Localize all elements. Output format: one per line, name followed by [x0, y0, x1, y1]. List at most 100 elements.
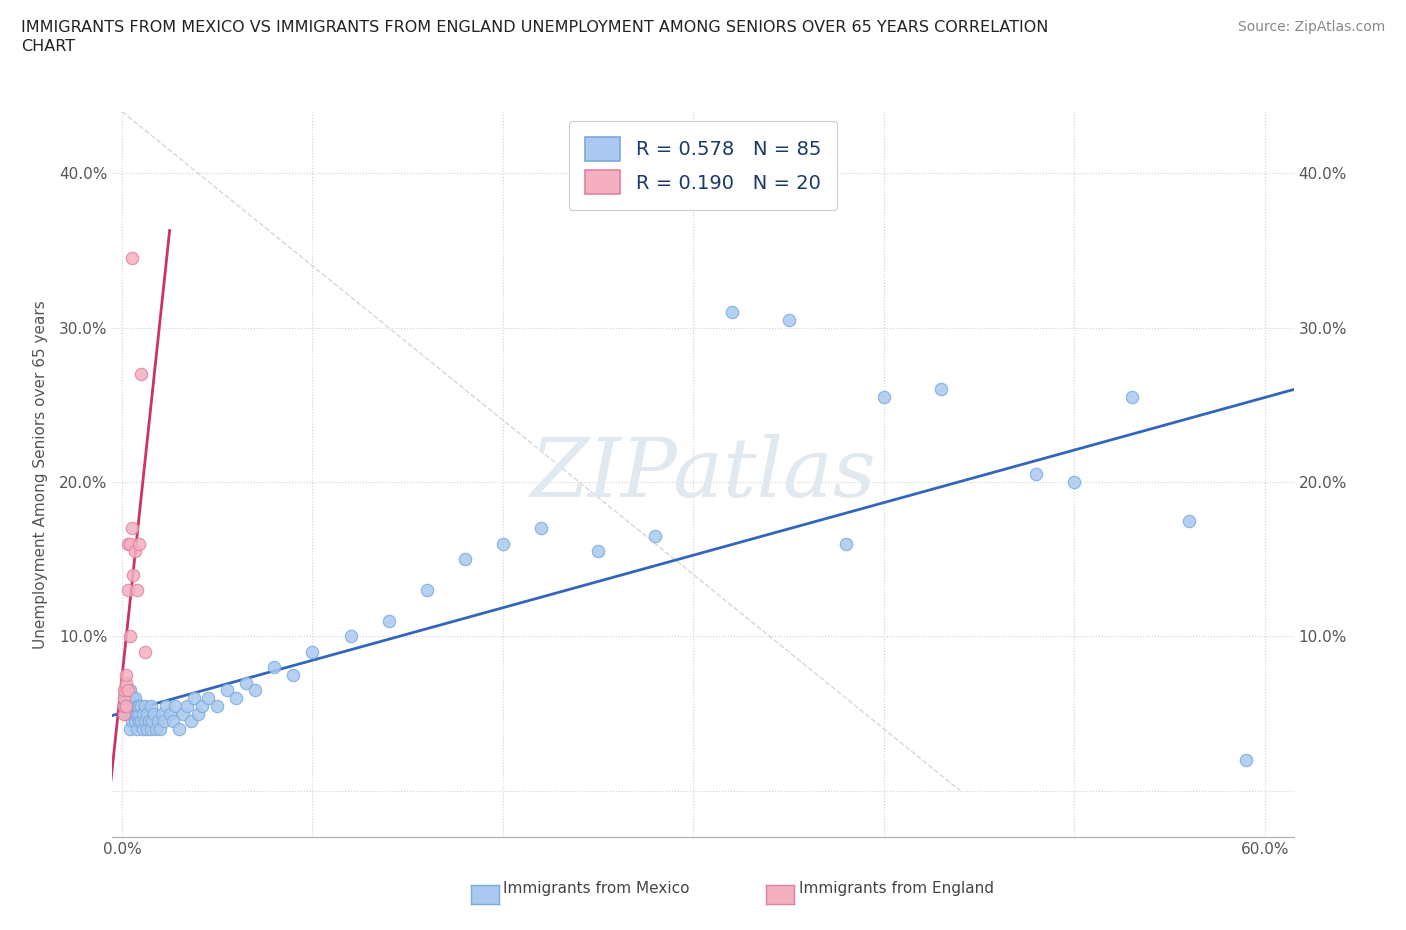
Point	[454, 551, 477, 566]
Point	[1121, 390, 1143, 405]
Point	[114, 675, 136, 690]
Point	[112, 691, 135, 706]
Point	[176, 698, 198, 713]
Point	[778, 312, 800, 327]
Point	[122, 691, 145, 706]
Point	[117, 683, 139, 698]
Point	[128, 706, 150, 721]
Legend: R = 0.578   N = 85, R = 0.190   N = 20: R = 0.578 N = 85, R = 0.190 N = 20	[569, 121, 837, 209]
Point	[117, 582, 139, 597]
Point	[117, 691, 139, 706]
Point	[117, 706, 139, 721]
Point	[129, 714, 152, 729]
Point	[121, 714, 143, 729]
Point	[141, 714, 163, 729]
Text: IMMIGRANTS FROM MEXICO VS IMMIGRANTS FROM ENGLAND UNEMPLOYMENT AMONG SENIORS OVE: IMMIGRANTS FROM MEXICO VS IMMIGRANTS FRO…	[21, 20, 1049, 35]
Point	[117, 698, 139, 713]
Point	[118, 722, 141, 737]
Text: Immigrants from Mexico: Immigrants from Mexico	[503, 881, 690, 896]
Point	[112, 698, 135, 713]
Point	[215, 683, 238, 698]
Point	[112, 683, 135, 698]
Point	[118, 629, 141, 644]
Point	[132, 722, 155, 737]
Point	[127, 706, 149, 721]
Point	[148, 714, 170, 729]
Point	[121, 706, 143, 721]
Point	[129, 698, 152, 713]
Point	[112, 706, 135, 721]
Point	[124, 691, 146, 706]
Point	[121, 521, 143, 536]
Point	[644, 528, 666, 543]
Point	[235, 675, 257, 690]
Point	[416, 582, 439, 597]
Point	[873, 390, 896, 405]
Point	[134, 698, 156, 713]
Point	[121, 698, 143, 713]
Point	[124, 544, 146, 559]
Point	[207, 698, 229, 713]
Point	[139, 722, 162, 737]
Point	[124, 706, 146, 721]
Point	[112, 691, 135, 706]
Point	[165, 698, 187, 713]
Point	[117, 537, 139, 551]
Text: ZIPatlas: ZIPatlas	[530, 434, 876, 514]
Point	[139, 698, 162, 713]
Point	[114, 668, 136, 683]
Point	[114, 698, 136, 713]
Point	[263, 659, 285, 674]
Point	[124, 714, 146, 729]
Point	[127, 582, 149, 597]
Point	[118, 698, 141, 713]
Point	[339, 629, 361, 644]
Point	[145, 722, 167, 737]
Point	[492, 537, 515, 551]
Point	[122, 698, 145, 713]
Text: Source: ZipAtlas.com: Source: ZipAtlas.com	[1237, 20, 1385, 34]
Point	[225, 691, 247, 706]
Point	[301, 644, 323, 659]
Point	[143, 706, 166, 721]
Y-axis label: Unemployment Among Seniors over 65 years: Unemployment Among Seniors over 65 years	[32, 300, 48, 649]
Point	[122, 706, 145, 721]
Point	[153, 714, 176, 729]
Point	[1177, 513, 1199, 528]
Point	[377, 614, 399, 629]
Point	[128, 714, 150, 729]
Point	[128, 698, 150, 713]
Point	[162, 714, 184, 729]
Point	[134, 644, 156, 659]
Point	[112, 698, 135, 713]
Point	[245, 683, 267, 698]
Point	[149, 722, 172, 737]
Point	[159, 706, 181, 721]
Point	[720, 305, 742, 320]
Point	[1025, 467, 1047, 482]
Point	[127, 722, 149, 737]
Point	[114, 698, 136, 713]
Point	[118, 706, 141, 721]
Text: CHART: CHART	[21, 39, 75, 54]
Point	[135, 706, 157, 721]
Point	[138, 714, 160, 729]
Point	[183, 691, 205, 706]
Point	[118, 537, 141, 551]
Point	[121, 251, 143, 266]
Point	[121, 691, 143, 706]
Point	[122, 567, 145, 582]
Point	[129, 366, 152, 381]
Point	[929, 382, 952, 397]
Point	[530, 521, 553, 536]
Point	[155, 698, 177, 713]
Text: Immigrants from England: Immigrants from England	[799, 881, 994, 896]
Point	[114, 706, 136, 721]
Point	[167, 722, 190, 737]
Point	[134, 714, 156, 729]
Point	[187, 706, 209, 721]
Point	[586, 544, 609, 559]
Point	[835, 537, 858, 551]
Point	[124, 698, 146, 713]
Point	[135, 722, 157, 737]
